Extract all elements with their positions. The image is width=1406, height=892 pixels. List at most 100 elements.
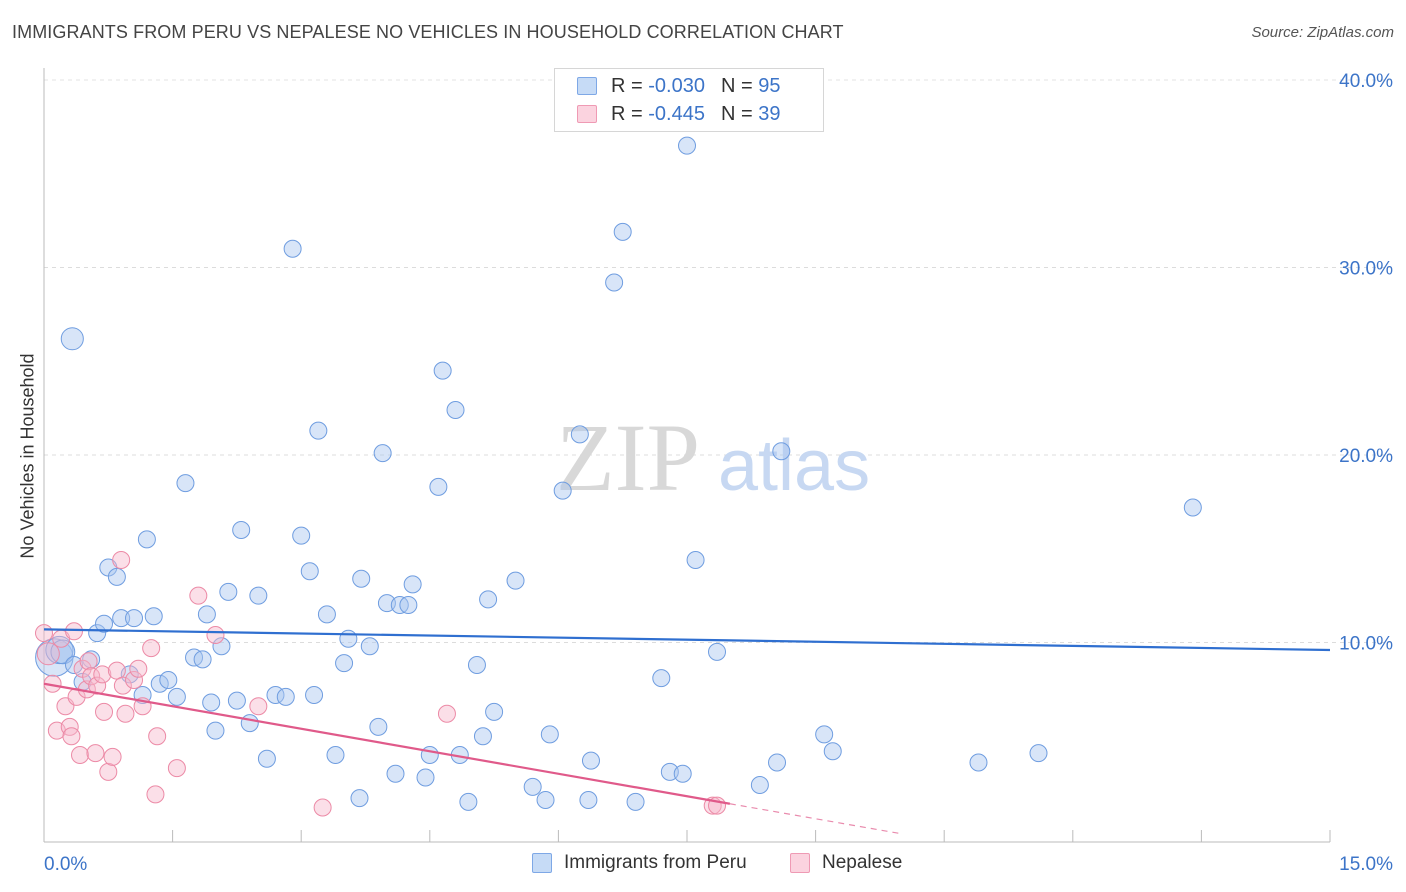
nepalese-point: [116, 704, 135, 723]
peru-point: [125, 609, 144, 628]
x-tick-label: 0.0%: [44, 854, 87, 875]
peru-point: [678, 136, 696, 155]
peru-point: [479, 590, 498, 609]
y-tick-label: 20.0%: [1339, 446, 1393, 467]
peru-point: [292, 526, 311, 545]
nepalese-point: [206, 626, 225, 644]
peru-point: [403, 575, 422, 594]
axes: [43, 68, 1331, 843]
peru-point: [317, 605, 336, 624]
peru-point: [137, 530, 156, 549]
peru-point: [768, 753, 787, 772]
peru-point: [823, 742, 842, 761]
legend-swatch-peru: [577, 77, 597, 95]
legend-n-label: N =: [720, 102, 753, 125]
nepalese-point: [103, 747, 122, 766]
nepalese-point: [125, 671, 144, 689]
peru-point: [326, 746, 345, 764]
peru-point: [459, 792, 478, 811]
peru-point: [1183, 498, 1202, 517]
peru-point: [540, 725, 559, 744]
nepalese-point: [79, 652, 98, 671]
peru-point: [570, 425, 589, 444]
legend-n-label: N =: [720, 74, 753, 97]
peru-point: [416, 768, 435, 787]
nepalese-point: [113, 676, 132, 695]
peru-point: [626, 792, 645, 811]
peru-point: [579, 791, 598, 809]
nepalese-point: [167, 759, 186, 778]
peru-point: [60, 327, 84, 351]
peru-point: [202, 693, 221, 712]
peru-point: [969, 753, 988, 772]
peru-point: [283, 239, 302, 258]
peru-point: [553, 481, 572, 500]
nepalese-point: [65, 622, 84, 641]
legend-r-label: R =: [611, 74, 643, 97]
nepalese-point: [148, 727, 167, 746]
peru-point: [150, 674, 169, 693]
peru-point: [506, 571, 525, 590]
legend-n-value: 39: [758, 102, 781, 125]
nepalese-point: [107, 661, 126, 680]
peru-point: [350, 789, 369, 808]
peru-point: [212, 637, 231, 656]
nepalese-point: [60, 717, 79, 736]
peru-point: [581, 751, 600, 770]
nepalese-point: [112, 551, 131, 569]
peru-point: [523, 777, 542, 796]
peru-point: [249, 586, 268, 605]
peru-point: [652, 669, 671, 688]
series-nepalese-points: [35, 551, 727, 817]
tick-labels: 10.0% 20.0% 30.0% 40.0% 0.0% 15.0%: [44, 71, 1393, 875]
peru-point: [197, 605, 216, 624]
peru-point: [232, 521, 251, 539]
peru-point: [360, 637, 379, 656]
nepalese-point: [142, 639, 161, 658]
legend-r-value: -0.445: [648, 102, 705, 125]
peru-point: [193, 650, 212, 669]
peru-point: [467, 656, 486, 674]
correlation-legend: R = -0.030 N = 95 R = -0.445 N = 39: [554, 68, 824, 132]
nepalese-point: [86, 744, 105, 763]
peru-point: [485, 702, 504, 721]
peru-point: [708, 642, 727, 661]
nepalese-point: [95, 702, 114, 721]
peru-point: [335, 654, 354, 673]
peru-point: [473, 727, 492, 746]
y-tick-label: 40.0%: [1339, 71, 1393, 92]
legend-r-label: R =: [611, 102, 643, 125]
peru-point: [107, 567, 126, 586]
nepalese-point: [35, 624, 53, 643]
legend-n-value: 95: [758, 74, 781, 97]
peru-trend-line: [43, 628, 1331, 652]
peru-point: [309, 421, 328, 440]
peru-point: [176, 474, 195, 493]
watermark-atlas: atlas: [718, 426, 870, 506]
peru-point: [95, 614, 114, 633]
nepalese-point: [36, 642, 60, 666]
watermark-zip: ZIP: [556, 404, 700, 511]
y-tick-label: 10.0%: [1339, 634, 1393, 655]
peru-point: [159, 671, 178, 689]
peru-point: [686, 551, 705, 569]
peru-point: [446, 401, 465, 419]
peru-point: [433, 361, 452, 380]
peru-point: [167, 687, 186, 706]
bottom-legend-swatch-peru: [532, 853, 552, 873]
peru-point: [815, 725, 834, 744]
watermark: ZIP atlas: [556, 404, 870, 511]
peru-point: [219, 582, 238, 601]
bottom-legend-peru: Immigrants from Peru: [532, 852, 747, 874]
peru-point: [144, 607, 163, 626]
legend-row-peru: R = -0.030 N = 95: [577, 74, 780, 98]
peru-point: [240, 714, 259, 733]
bottom-legend-label-nepalese: Nepalese: [822, 852, 903, 873]
peru-point: [673, 764, 692, 783]
bottom-legend-label-peru: Immigrants from Peru: [564, 852, 747, 873]
peru-point: [276, 687, 295, 706]
nepalese-point: [71, 746, 90, 764]
nepalese-point: [437, 704, 456, 723]
nepalese-point: [249, 697, 268, 716]
